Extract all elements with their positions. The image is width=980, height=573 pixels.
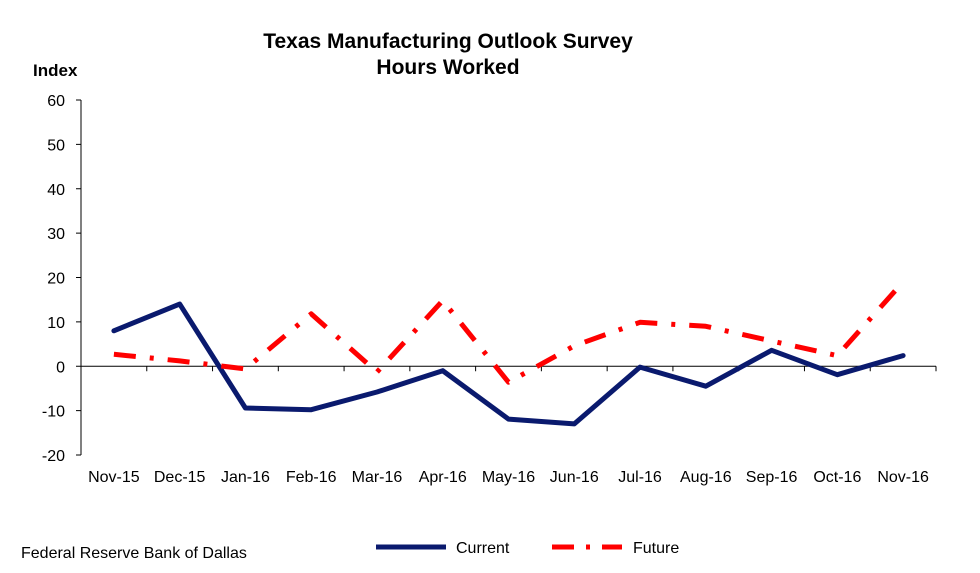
chart-title: Texas Manufacturing Outlook Survey <box>263 30 633 53</box>
y-tick-label: 60 <box>47 93 65 110</box>
x-tick-label: Jun-16 <box>550 469 599 486</box>
y-tick-label: -10 <box>42 404 65 421</box>
legend-label-current: Current <box>456 540 510 557</box>
x-tick-label: Mar-16 <box>352 469 403 486</box>
legend: Current Future <box>376 540 679 557</box>
chart-subtitle: Hours Worked <box>376 56 519 79</box>
legend-label-future: Future <box>633 540 679 557</box>
x-axis-ticks: Nov-15 Dec-15 Jan-16 Feb-16 Mar-16 Apr-16 May-… <box>80 366 937 486</box>
x-tick-label: Sep-16 <box>746 469 798 486</box>
y-axis-label: Index <box>33 61 78 80</box>
y-tick-label: 20 <box>47 271 65 288</box>
x-tick-label: Feb-16 <box>286 469 337 486</box>
series-line-current <box>111 301 906 427</box>
y-tick-label: 10 <box>47 315 65 332</box>
x-tick-label: Nov-16 <box>877 469 929 486</box>
y-tick-label: 50 <box>47 137 65 154</box>
y-tick-label: 30 <box>47 226 65 243</box>
y-tick-label: 0 <box>56 359 65 376</box>
series-line-future <box>113 280 905 385</box>
x-tick-label: Dec-15 <box>154 469 206 486</box>
y-tick-label: 40 <box>47 182 65 199</box>
x-tick-label: Oct-16 <box>813 469 861 486</box>
x-tick-label: May-16 <box>482 469 535 486</box>
x-tick-label: Jan-16 <box>221 469 270 486</box>
x-tick-label: Nov-15 <box>88 469 140 486</box>
x-tick-label: Aug-16 <box>680 469 732 486</box>
axes <box>80 100 936 455</box>
x-tick-label: Apr-16 <box>419 469 467 486</box>
source-note: Federal Reserve Bank of Dallas <box>21 545 247 562</box>
series-lines <box>111 280 906 427</box>
y-axis-ticks: -20 -10 0 10 20 30 40 50 60 <box>42 93 81 465</box>
x-tick-label: Jul-16 <box>618 469 662 486</box>
y-tick-label: -20 <box>42 448 65 465</box>
